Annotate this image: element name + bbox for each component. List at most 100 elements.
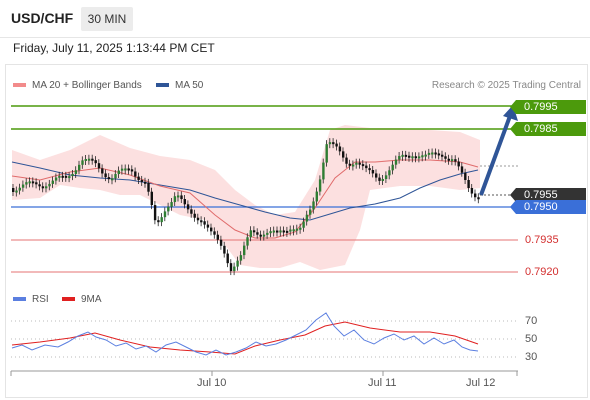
candle-body <box>64 175 68 178</box>
x-label-jul11: Jul 11 <box>368 377 397 389</box>
candle-body <box>61 175 64 178</box>
candle-body <box>421 155 424 158</box>
candle-body <box>54 177 58 181</box>
candle-body <box>470 187 474 194</box>
candle-body <box>384 175 388 179</box>
x-label-jul10: Jul 10 <box>197 377 227 389</box>
candle-body <box>249 230 252 238</box>
candle-body <box>434 152 437 155</box>
candle-body <box>28 181 31 184</box>
ma50-swatch-icon <box>156 83 169 88</box>
candle-body <box>358 162 361 165</box>
candle-body <box>332 142 335 145</box>
candle-body <box>424 154 427 157</box>
label-support-2: 0.7920 <box>525 266 559 278</box>
candle-body <box>299 227 302 230</box>
candle-body <box>447 158 450 161</box>
candle-body <box>124 168 127 171</box>
candle-body <box>368 168 371 171</box>
candle-body <box>229 263 233 272</box>
candle-body <box>404 154 408 157</box>
candle-body <box>391 164 394 171</box>
candle-body <box>239 255 243 261</box>
rsi-ma-swatch-icon <box>62 297 75 302</box>
candle-body <box>292 229 295 232</box>
legend-ma50: MA 50 <box>156 80 203 91</box>
candle-body <box>71 173 74 177</box>
label-support-1: 0.7935 <box>525 234 559 246</box>
candle-body <box>427 152 431 155</box>
candle-body <box>160 217 163 223</box>
rsi-label-70: 70 <box>525 315 538 327</box>
tag-target-high: 0.7995 <box>510 100 586 114</box>
candle-body <box>97 163 101 169</box>
x-label-jul12: Jul 12 <box>466 377 496 389</box>
candle-body <box>408 155 411 158</box>
chart-panel <box>5 64 588 398</box>
candle-body <box>345 157 348 164</box>
candle-body <box>378 177 381 181</box>
datetime-label: Friday, July 11, 2025 1:13:44 PM CET <box>13 41 215 55</box>
candle-body <box>216 234 219 240</box>
candle-body <box>127 168 130 171</box>
symbol-label: USD/CHF <box>11 10 74 26</box>
candle-body <box>266 232 269 235</box>
rsi-ma-line <box>11 321 479 355</box>
candle-body <box>375 173 378 178</box>
candle-body <box>450 159 454 162</box>
candle-body <box>282 230 285 233</box>
ma20-swatch-icon <box>13 83 26 88</box>
candle-body <box>41 186 45 189</box>
candle-body <box>87 158 91 161</box>
candle-body <box>351 164 355 167</box>
candle-body <box>58 175 61 178</box>
legend-rsi-label: RSI <box>32 294 49 305</box>
candle-body <box>203 221 206 225</box>
candle-body <box>243 245 246 256</box>
timeframe-badge[interactable]: 30 MIN <box>81 7 133 31</box>
research-credit: Research © 2025 Trading Central <box>431 80 581 91</box>
candle-body <box>305 214 309 222</box>
candle-body <box>233 266 236 272</box>
candle-body <box>111 178 114 181</box>
candle-body <box>134 171 137 177</box>
legend-rsi: RSI <box>13 294 49 305</box>
candle-body <box>74 170 78 174</box>
candle-body <box>31 181 35 184</box>
candle-body <box>246 237 249 246</box>
bollinger-band <box>12 125 480 270</box>
candle-body <box>474 193 477 198</box>
legend-ma20-label: MA 20 + Bollinger Bands <box>32 80 142 91</box>
candle-body <box>365 165 368 169</box>
tag-current-price: 0.7955 <box>510 188 586 202</box>
candle-body <box>454 159 457 162</box>
candle-body <box>236 260 239 267</box>
candle-body <box>295 228 299 231</box>
candle-body <box>147 182 150 192</box>
candle-body <box>394 159 398 165</box>
candle-body <box>206 224 210 228</box>
candle-body <box>335 143 338 147</box>
candle-body <box>15 190 18 193</box>
candle-body <box>94 160 97 164</box>
candle-body <box>441 154 444 157</box>
candle-body <box>150 191 153 206</box>
candle-body <box>200 220 203 223</box>
candle-body <box>78 164 81 171</box>
candle-body <box>101 168 104 174</box>
candle-body <box>12 188 15 192</box>
tag-target-low: 0.7985 <box>510 122 586 136</box>
candle-body <box>279 230 282 233</box>
candle-body <box>276 230 279 233</box>
candle-body <box>45 186 48 189</box>
candle-body <box>269 231 272 234</box>
candle-body <box>210 227 213 232</box>
candle-body <box>68 176 71 179</box>
candle-body <box>38 184 41 187</box>
candle-body <box>444 156 447 159</box>
candle-body <box>48 183 51 187</box>
candle-body <box>256 232 259 235</box>
candle-body <box>107 177 111 180</box>
candle-body <box>173 196 177 203</box>
